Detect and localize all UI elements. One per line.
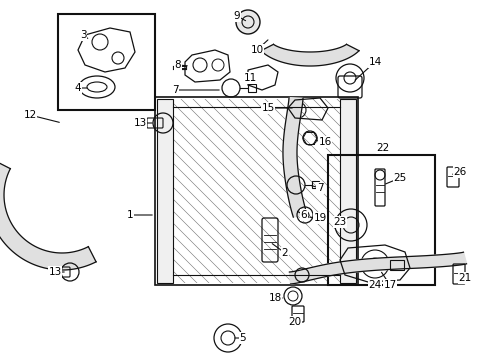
Text: 18: 18 <box>268 293 281 303</box>
Text: 1: 1 <box>126 210 133 220</box>
Polygon shape <box>289 252 466 284</box>
Text: 26: 26 <box>452 167 466 177</box>
Text: 13: 13 <box>48 267 61 277</box>
Text: 12: 12 <box>23 110 37 120</box>
Text: 11: 11 <box>243 73 256 83</box>
Text: 2: 2 <box>281 248 288 258</box>
Text: 24: 24 <box>367 280 381 290</box>
Text: 22: 22 <box>376 143 389 153</box>
Text: 7: 7 <box>316 183 323 193</box>
Polygon shape <box>0 161 96 270</box>
Text: 20: 20 <box>288 317 301 327</box>
Polygon shape <box>339 99 355 283</box>
Text: 25: 25 <box>392 173 406 183</box>
Text: 21: 21 <box>457 273 470 283</box>
Text: 16: 16 <box>318 137 331 147</box>
Text: 17: 17 <box>383 280 396 290</box>
Text: 13: 13 <box>133 118 146 128</box>
Text: 15: 15 <box>261 103 274 113</box>
Polygon shape <box>283 98 306 217</box>
Polygon shape <box>157 99 173 283</box>
Text: 4: 4 <box>75 83 81 93</box>
Text: 6: 6 <box>300 210 306 220</box>
Text: 10: 10 <box>250 45 263 55</box>
Text: 3: 3 <box>80 30 86 40</box>
Text: 5: 5 <box>239 333 246 343</box>
Text: 9: 9 <box>233 11 240 21</box>
Text: 14: 14 <box>367 57 381 67</box>
Text: 7: 7 <box>171 85 178 95</box>
Circle shape <box>236 10 260 34</box>
Text: 8: 8 <box>174 60 181 70</box>
Text: 19: 19 <box>313 213 326 223</box>
Text: 23: 23 <box>333 217 346 227</box>
Polygon shape <box>261 44 358 66</box>
